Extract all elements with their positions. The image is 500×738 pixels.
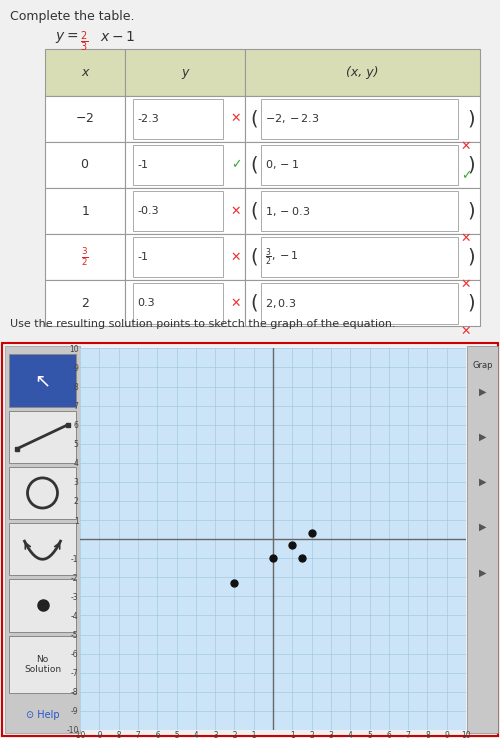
Bar: [261, 145, 458, 185]
Text: Grap: Grap: [472, 362, 493, 370]
Text: $0, - 1$: $0, - 1$: [265, 159, 300, 171]
Text: ✕: ✕: [231, 112, 241, 125]
Text: (x, y): (x, y): [346, 66, 379, 79]
Text: ✕: ✕: [231, 297, 241, 310]
Bar: [467, 346, 498, 733]
Bar: [9, 523, 76, 576]
Text: ↖: ↖: [34, 371, 50, 390]
Text: $1, - 0.3$: $1, - 0.3$: [265, 204, 310, 218]
Bar: [9, 410, 76, 463]
Text: x: x: [82, 66, 88, 79]
Bar: [125, 142, 245, 188]
Bar: [133, 237, 223, 277]
Text: $\frac{3}{2}$: $\frac{3}{2}$: [81, 246, 89, 268]
Text: ✓: ✓: [461, 169, 471, 182]
Bar: [125, 188, 245, 234]
Text: $2,0.3$: $2,0.3$: [265, 297, 296, 310]
Bar: [245, 96, 480, 142]
Bar: [261, 191, 458, 231]
Bar: [245, 280, 480, 326]
Text: (: (: [250, 294, 258, 313]
Text: ): ): [468, 294, 475, 313]
Bar: [133, 191, 223, 231]
Text: ): ): [468, 109, 475, 128]
Text: ▶: ▶: [479, 432, 486, 442]
Text: Complete the table.: Complete the table.: [10, 10, 134, 23]
Text: ✓: ✓: [231, 159, 241, 171]
Text: ✕: ✕: [231, 251, 241, 263]
Text: ✕: ✕: [461, 232, 471, 245]
Text: Use the resulting solution points to sketch the graph of the equation.: Use the resulting solution points to ske…: [10, 320, 396, 329]
Bar: [125, 96, 245, 142]
Bar: [245, 234, 480, 280]
Text: 0.3: 0.3: [137, 298, 154, 308]
Text: ✕: ✕: [461, 278, 471, 292]
Text: $y=$: $y=$: [55, 30, 78, 45]
Text: $\frac{2}{3}$: $\frac{2}{3}$: [80, 30, 88, 54]
Text: ✕: ✕: [461, 325, 471, 337]
Text: $-2, - 2.3$: $-2, - 2.3$: [265, 112, 320, 125]
Bar: [45, 49, 125, 96]
Text: ▶: ▶: [479, 568, 486, 577]
Text: -2.3: -2.3: [137, 114, 159, 124]
Bar: [245, 188, 480, 234]
Bar: [133, 145, 223, 185]
Bar: [9, 635, 76, 693]
Text: ▶: ▶: [479, 387, 486, 396]
Text: ▶: ▶: [479, 522, 486, 532]
Text: -1: -1: [137, 160, 148, 170]
Bar: [125, 280, 245, 326]
Text: ✕: ✕: [231, 204, 241, 218]
Text: ): ): [468, 248, 475, 266]
Text: (: (: [250, 201, 258, 221]
Text: $x - 1$: $x - 1$: [100, 30, 135, 44]
Text: $1$: $1$: [80, 204, 90, 218]
Text: No
Solution: No Solution: [24, 655, 61, 674]
Bar: [125, 49, 245, 96]
Bar: [45, 142, 125, 188]
Bar: [9, 635, 76, 688]
Text: $-2$: $-2$: [76, 112, 94, 125]
Bar: [261, 99, 458, 139]
Bar: [245, 142, 480, 188]
Text: (: (: [250, 248, 258, 266]
Bar: [245, 49, 480, 96]
Bar: [133, 283, 223, 323]
Bar: [9, 579, 76, 632]
Bar: [5, 346, 80, 733]
Bar: [9, 354, 76, 407]
Text: ▶: ▶: [479, 477, 486, 487]
Text: -0.3: -0.3: [137, 206, 158, 216]
Text: $0$: $0$: [80, 159, 90, 171]
Bar: [45, 96, 125, 142]
Bar: [45, 280, 125, 326]
Text: y: y: [182, 66, 188, 79]
Text: ✕: ✕: [461, 139, 471, 153]
Bar: [261, 283, 458, 323]
Text: $\frac{3}{2}, -1$: $\frac{3}{2}, -1$: [265, 246, 298, 268]
Text: $2$: $2$: [80, 297, 90, 310]
Bar: [9, 467, 76, 519]
Text: (: (: [250, 109, 258, 128]
Bar: [45, 188, 125, 234]
Text: -1: -1: [137, 252, 148, 262]
Bar: [45, 234, 125, 280]
Text: ): ): [468, 201, 475, 221]
Text: (: (: [250, 156, 258, 174]
Bar: [125, 234, 245, 280]
Text: ): ): [468, 156, 475, 174]
Text: ⊙ Help: ⊙ Help: [26, 710, 60, 720]
Bar: [133, 99, 223, 139]
Bar: [261, 237, 458, 277]
